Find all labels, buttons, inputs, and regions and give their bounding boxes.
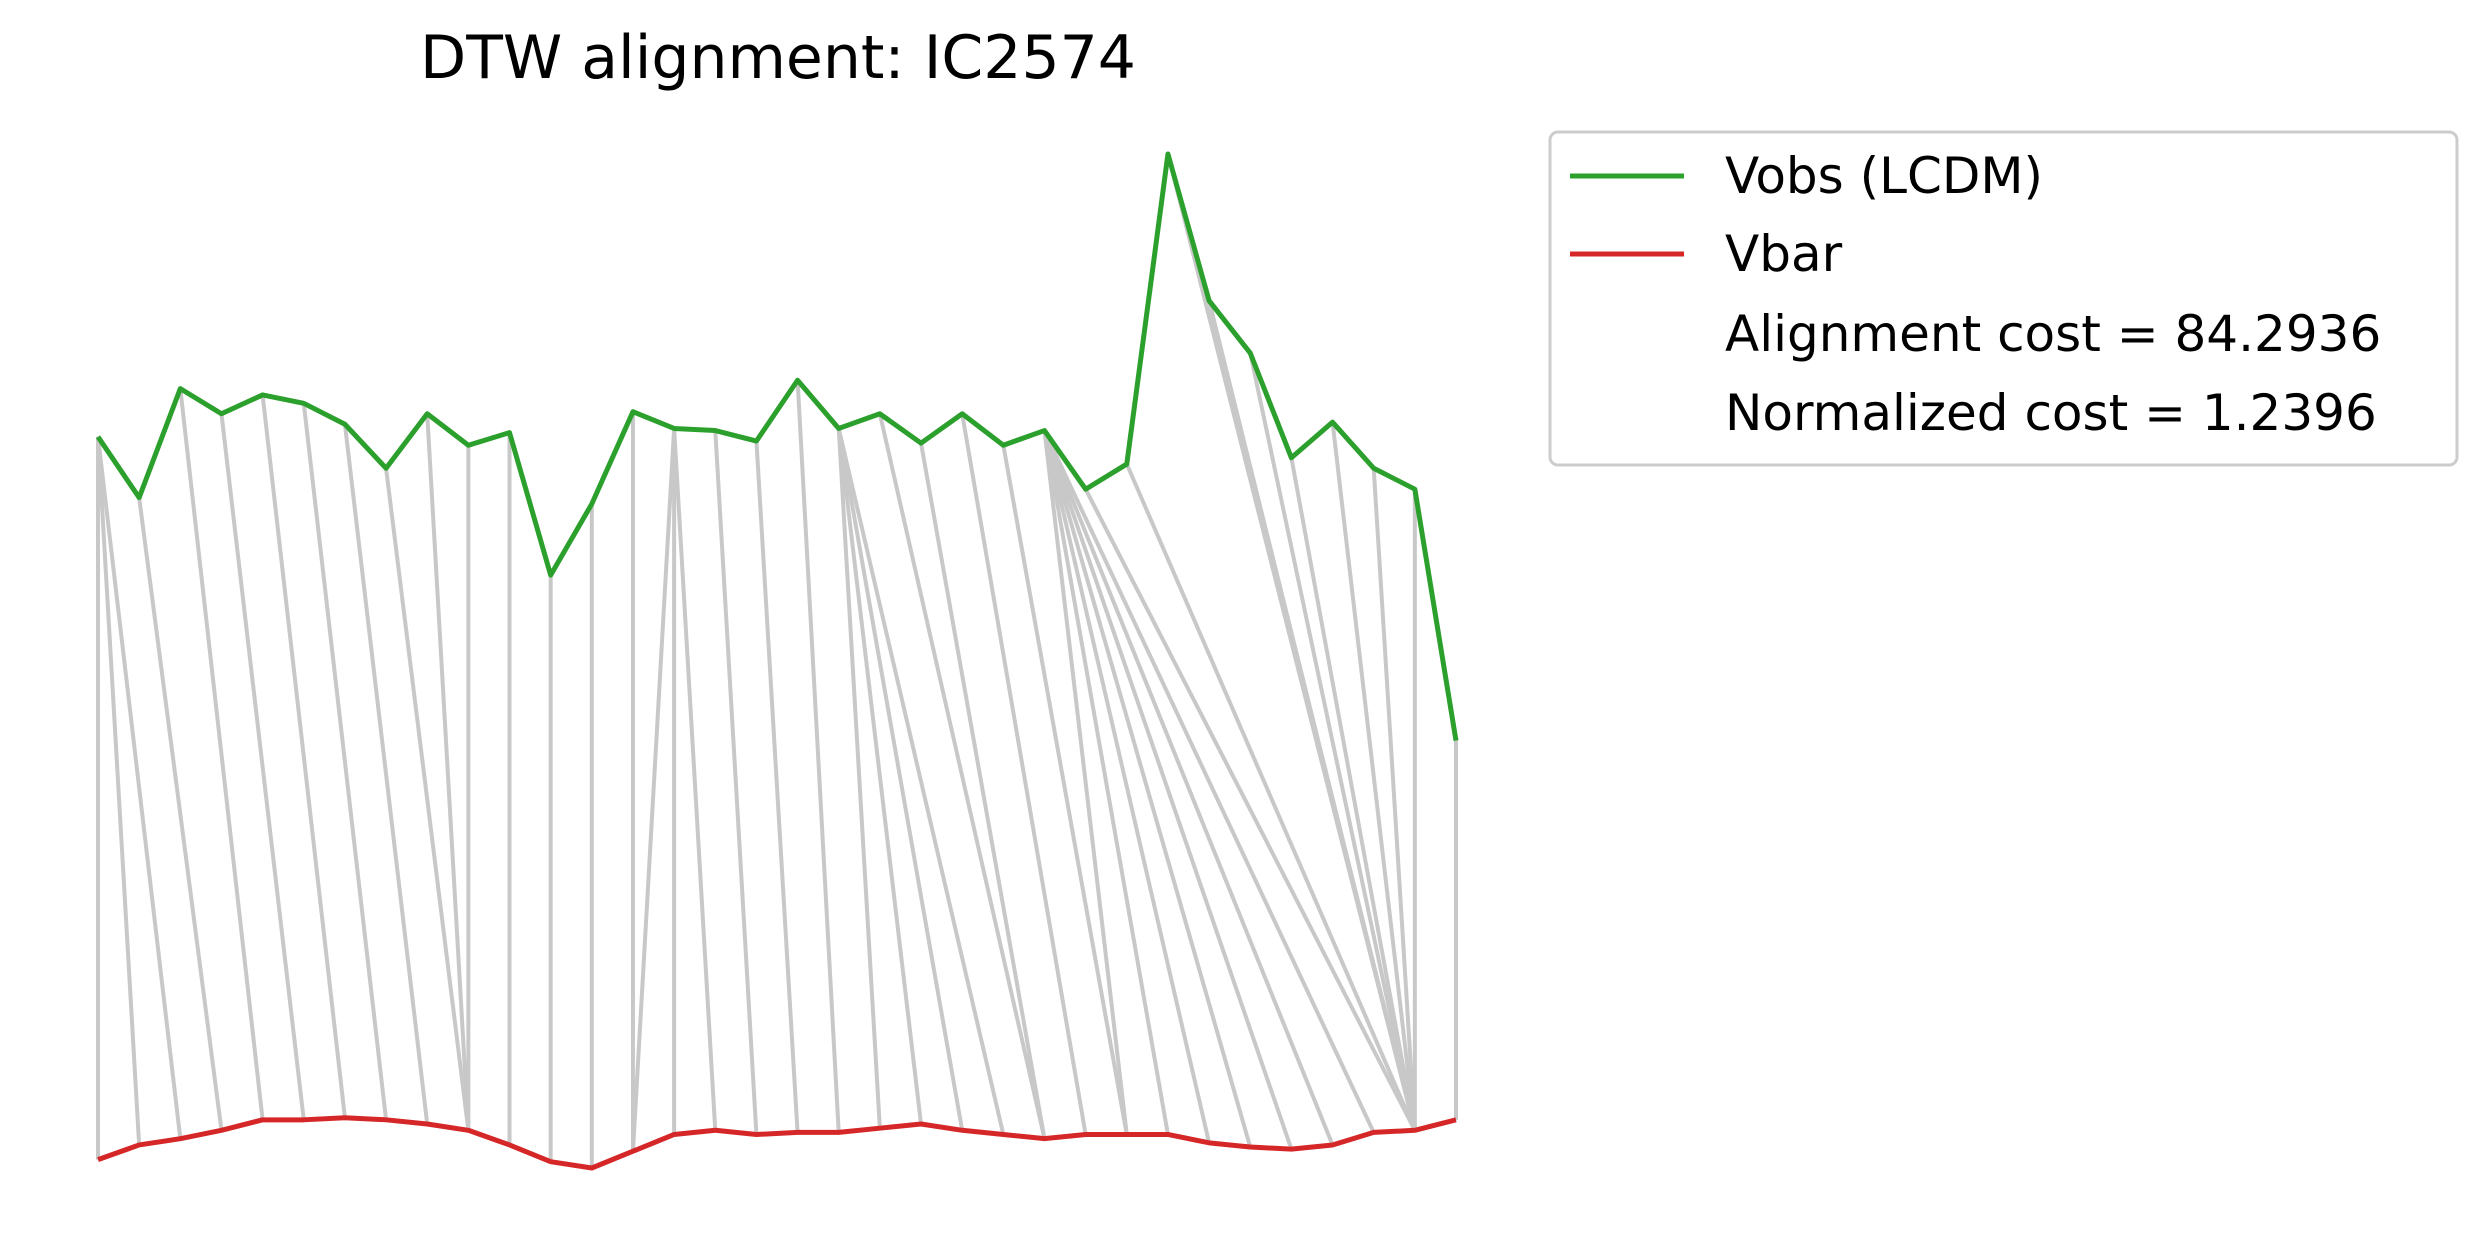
alignment-line: [836, 428, 965, 1131]
alignment-line: [960, 413, 1088, 1135]
alignment-line: [713, 430, 759, 1135]
alignment-line: [1330, 421, 1417, 1131]
legend: Vobs (LCDM) Vbar Alignment cost = 84.293…: [1548, 130, 2459, 467]
alignment-line: [178, 388, 265, 1121]
alignment-line: [1207, 300, 1417, 1131]
alignment-line: [1083, 488, 1417, 1132]
alignment-line: [425, 413, 471, 1131]
series-lines: [95, 151, 1459, 1171]
alignment-line: [1042, 430, 1129, 1135]
series-line-vobs: [95, 151, 1459, 742]
alignment-line: [1289, 457, 1417, 1131]
alignment-line: [877, 413, 1047, 1140]
alignment-line: [1248, 352, 1417, 1131]
alignment-line: [1124, 463, 1417, 1132]
legend-alignment-cost: Alignment cost = 84.2936: [1725, 305, 2381, 363]
legend-label-vbar: Vbar: [1725, 225, 1843, 283]
alignment-line: [795, 380, 841, 1133]
alignment-line: [919, 442, 1047, 1140]
chart-title: DTW alignment: IC2574: [420, 23, 1136, 93]
alignment-line: [260, 394, 347, 1118]
alignment-line: [137, 497, 224, 1131]
series-line-vbar: [97, 1115, 1457, 1171]
alignment-line: [384, 468, 471, 1131]
alignment-line: [754, 440, 800, 1133]
legend-normalized-cost: Normalized cost = 1.2396: [1725, 384, 2377, 442]
alignment-line: [1042, 430, 1170, 1135]
alignment-line: [1042, 430, 1212, 1144]
alignment-line: [836, 428, 882, 1129]
legend-label-vobs: Vobs (LCDM): [1725, 147, 2043, 205]
alignment-line: [1001, 444, 1129, 1135]
alignment-line: [96, 436, 183, 1139]
alignment-line: [1042, 429, 1335, 1146]
alignment-line: [836, 427, 1006, 1135]
alignment-line: [219, 413, 306, 1121]
alignment-lines: [96, 153, 1458, 1168]
alignment-line: [301, 403, 389, 1121]
alignment-line: [672, 428, 718, 1131]
alignment-line: [1042, 429, 1253, 1148]
alignment-line: [836, 428, 924, 1125]
alignment-line: [630, 428, 677, 1152]
alignment-line: [1042, 429, 1294, 1150]
legend-frame: [1548, 130, 2459, 467]
alignment-line: [342, 424, 430, 1125]
alignment-line: [1042, 429, 1376, 1134]
alignment-line: [1371, 468, 1417, 1131]
alignment-line: [96, 436, 142, 1146]
